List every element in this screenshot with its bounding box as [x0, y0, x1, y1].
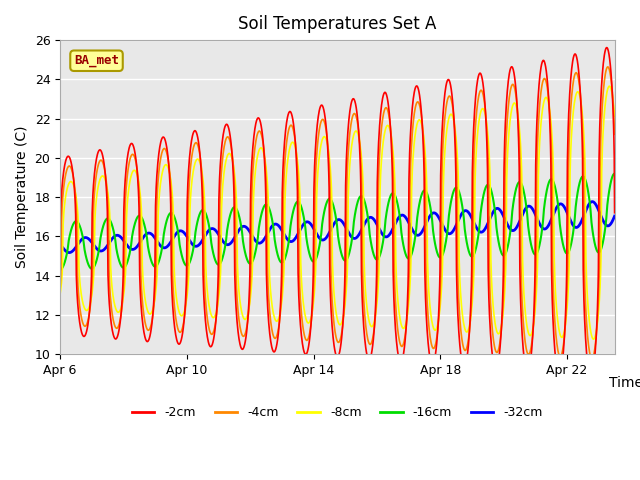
Title: Soil Temperatures Set A: Soil Temperatures Set A	[238, 15, 436, 33]
-32cm	[56, 241, 64, 247]
-16cm	[89, 265, 97, 271]
-4cm	[89, 271, 97, 277]
-8cm	[475, 119, 483, 124]
-32cm	[239, 224, 247, 229]
-4cm	[239, 333, 247, 339]
-32cm	[611, 213, 618, 219]
-32cm	[89, 241, 97, 247]
-32cm	[554, 203, 561, 209]
-16cm	[611, 171, 618, 177]
-2cm	[239, 346, 247, 352]
-16cm	[56, 267, 64, 273]
Text: BA_met: BA_met	[74, 54, 119, 67]
Line: -4cm: -4cm	[60, 67, 614, 359]
-2cm	[465, 338, 472, 344]
-4cm	[465, 335, 472, 340]
-4cm	[156, 161, 164, 167]
-32cm	[465, 210, 473, 216]
-16cm	[239, 238, 247, 244]
-8cm	[239, 314, 247, 320]
-2cm	[475, 72, 483, 77]
-2cm	[611, 210, 618, 216]
-16cm	[475, 228, 483, 234]
X-axis label: Time: Time	[609, 376, 640, 390]
Line: -2cm: -2cm	[60, 48, 614, 378]
-4cm	[475, 92, 483, 98]
-16cm	[465, 248, 472, 254]
Line: -32cm: -32cm	[60, 202, 614, 252]
-32cm	[588, 199, 596, 204]
-2cm	[89, 200, 97, 206]
-4cm	[56, 285, 64, 291]
-4cm	[588, 356, 596, 361]
-8cm	[611, 113, 618, 119]
-16cm	[156, 255, 164, 261]
-4cm	[611, 132, 618, 137]
-2cm	[56, 243, 64, 249]
-32cm	[476, 228, 483, 234]
-8cm	[89, 287, 97, 292]
-2cm	[587, 375, 595, 381]
Line: -16cm: -16cm	[60, 174, 614, 270]
-8cm	[554, 312, 561, 318]
-16cm	[554, 195, 561, 201]
-32cm	[156, 242, 164, 248]
-4cm	[604, 64, 611, 70]
Line: -8cm: -8cm	[60, 86, 614, 339]
-2cm	[554, 367, 561, 373]
-8cm	[56, 291, 64, 297]
Legend: -2cm, -4cm, -8cm, -16cm, -32cm: -2cm, -4cm, -8cm, -16cm, -32cm	[127, 401, 548, 424]
-8cm	[605, 84, 613, 89]
-8cm	[465, 326, 472, 332]
-4cm	[554, 343, 561, 349]
-2cm	[156, 144, 164, 150]
Y-axis label: Soil Temperature (C): Soil Temperature (C)	[15, 126, 29, 268]
-8cm	[589, 336, 597, 342]
-8cm	[156, 187, 164, 192]
-32cm	[65, 250, 73, 255]
-2cm	[603, 45, 611, 50]
